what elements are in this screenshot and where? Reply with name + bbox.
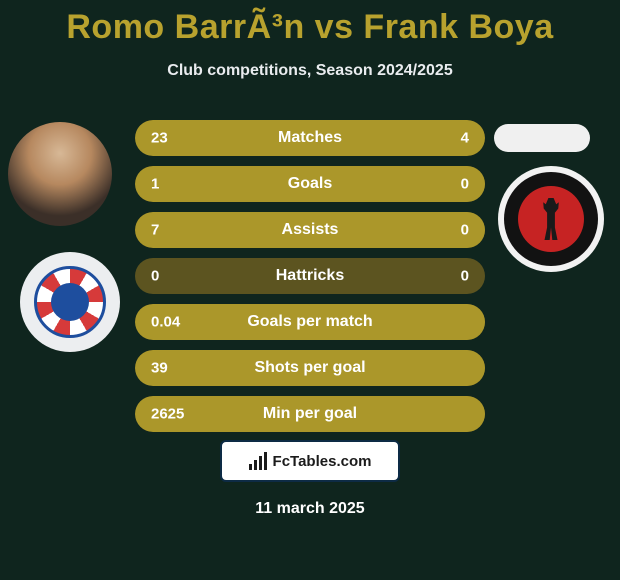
brand-bars-icon xyxy=(249,452,267,470)
stat-row: 0 0 Hattricks xyxy=(135,258,485,294)
stat-row: 0.04 Goals per match xyxy=(135,304,485,340)
club-right-badge-icon xyxy=(538,198,564,240)
club-left-badge-inner xyxy=(34,266,106,338)
stat-label: Hattricks xyxy=(276,267,344,285)
page-title: Romo BarrÃ³n vs Frank Boya xyxy=(0,8,620,47)
stat-label: Goals per match xyxy=(247,313,372,331)
subtitle: Club competitions, Season 2024/2025 xyxy=(0,62,620,80)
stat-value-right: 0 xyxy=(461,222,469,239)
stat-value-left: 0 xyxy=(151,268,159,285)
stat-row: 7 0 Assists xyxy=(135,212,485,248)
stat-label: Min per goal xyxy=(263,405,357,423)
stat-value-left: 0.04 xyxy=(151,314,180,331)
stat-value-right: 4 xyxy=(461,130,469,147)
stat-value-right: 0 xyxy=(461,176,469,193)
stat-label: Goals xyxy=(288,175,332,193)
stat-value-left: 7 xyxy=(151,222,159,239)
stat-row: 23 4 Matches xyxy=(135,120,485,156)
club-left-badge xyxy=(20,252,120,352)
club-right-badge xyxy=(498,166,604,272)
club-right-badge-ring xyxy=(504,172,598,266)
brand-badge: FcTables.com xyxy=(220,440,400,482)
stat-label: Matches xyxy=(278,129,342,147)
stat-row: 1 0 Goals xyxy=(135,166,485,202)
stat-fill-right xyxy=(433,120,486,156)
stat-value-left: 23 xyxy=(151,130,168,147)
stat-value-left: 2625 xyxy=(151,406,184,423)
club-right-badge-mid xyxy=(518,186,584,252)
date-text: 11 march 2025 xyxy=(0,500,620,518)
brand-text: FcTables.com xyxy=(273,453,372,470)
player-left-avatar xyxy=(8,122,112,226)
stat-label: Shots per goal xyxy=(254,359,365,377)
stat-value-left: 39 xyxy=(151,360,168,377)
stat-label: Assists xyxy=(282,221,339,239)
stat-row: 39 Shots per goal xyxy=(135,350,485,386)
stat-row: 2625 Min per goal xyxy=(135,396,485,432)
stat-value-right: 0 xyxy=(461,268,469,285)
stat-rows: 23 4 Matches 1 0 Goals 7 0 Assists 0 0 Hattricks 0.0… xyxy=(135,120,485,442)
stat-value-left: 1 xyxy=(151,176,159,193)
player-right-avatar xyxy=(494,124,590,152)
